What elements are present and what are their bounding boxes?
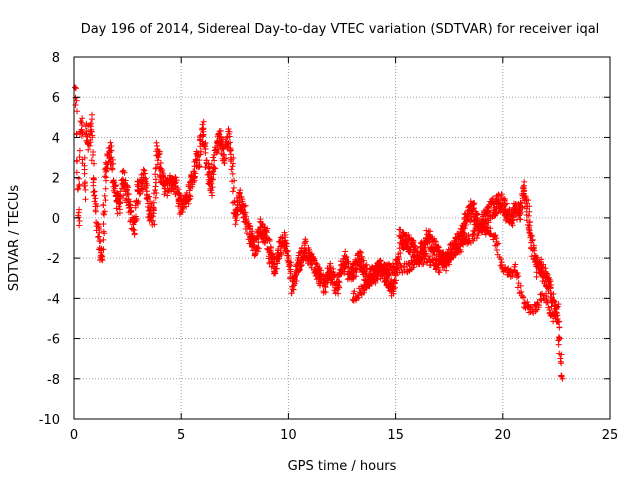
x-tick-label: 10 (280, 428, 297, 443)
x-tick-label: 20 (495, 428, 512, 443)
y-tick-label: -2 (47, 252, 60, 267)
y-tick-label: -4 (47, 292, 60, 307)
y-tick-label: -8 (47, 373, 60, 388)
plot-frame (73, 56, 611, 420)
y-tick-label: 6 (52, 91, 60, 106)
sdtvar-markers (72, 84, 566, 382)
grid (74, 57, 610, 419)
y-tick-label: -6 (47, 333, 60, 348)
x-tick-label: 0 (70, 428, 78, 443)
y-tick-label: 2 (52, 172, 60, 187)
x-axis-label: GPS time / hours (288, 459, 397, 474)
chart-title: Day 196 of 2014, Sidereal Day-to-day VTE… (81, 22, 600, 37)
x-tick-label: 15 (387, 428, 404, 443)
y-tick-label: 8 (52, 51, 60, 66)
x-tick-label: 5 (177, 428, 185, 443)
data-points (72, 84, 566, 382)
y-tick-label: 0 (52, 212, 60, 227)
x-tick-label: 25 (602, 428, 619, 443)
y-axis-label: SDTVAR / TECUs (7, 185, 22, 292)
y-tick-label: -10 (39, 413, 60, 428)
y-tick-label: 4 (52, 131, 60, 146)
